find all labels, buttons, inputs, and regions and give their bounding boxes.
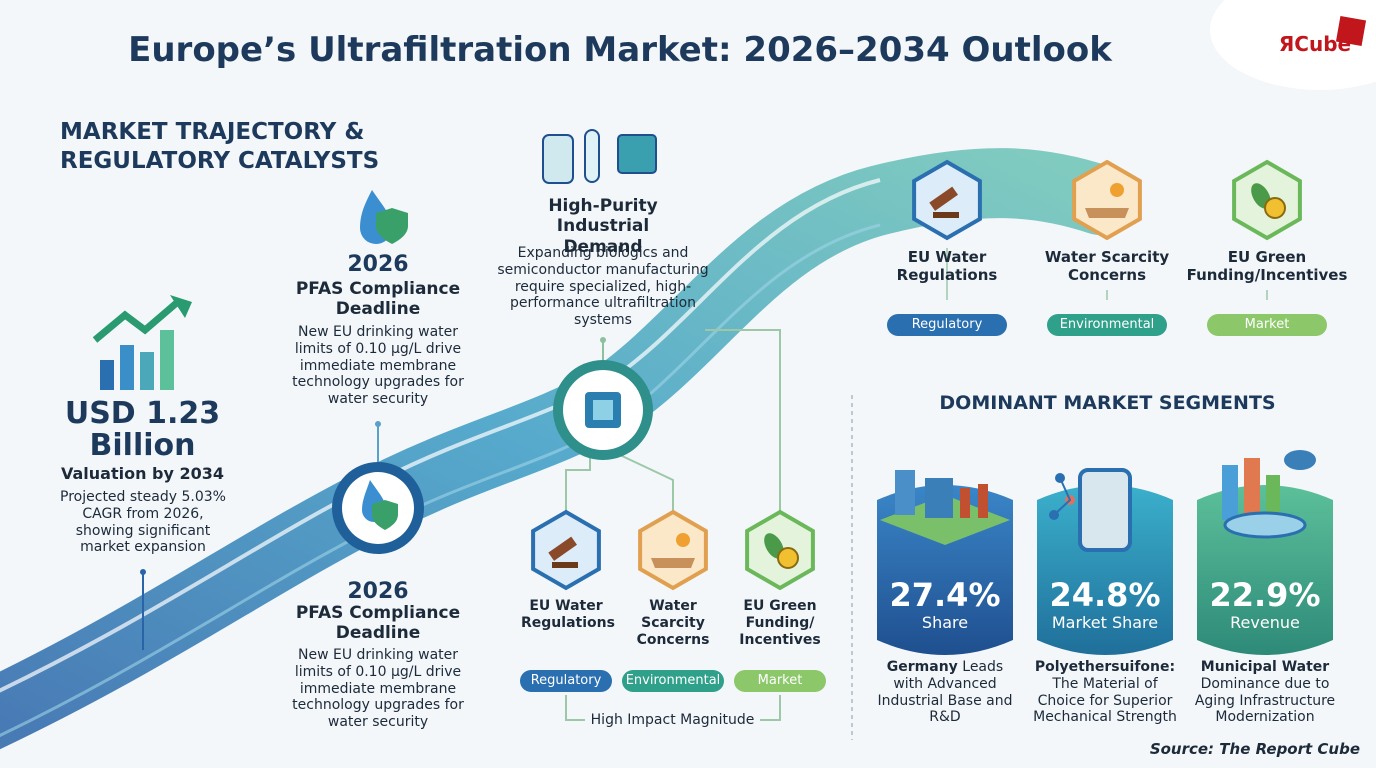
- segment-desc: Municipal Water Dominance due to Aging I…: [1187, 659, 1343, 726]
- segment-desc: Germany Leads with Advanced Industrial B…: [872, 659, 1018, 726]
- connector-dot: [140, 569, 146, 575]
- title: Europe’s Ultrafiltration Market: 2026–20…: [128, 30, 1112, 70]
- driver-label: EU Green Funding/ Incentives: [739, 598, 821, 648]
- segment-metric: Revenue: [1230, 613, 1300, 632]
- milestone-text: Expanding biologics and semiconductor ma…: [497, 245, 709, 329]
- segment-text: Leads with Advanced Industrial Base and …: [877, 659, 1013, 726]
- valuation-text: Projected steady 5.03% CAGR from 2026, s…: [60, 489, 226, 556]
- factory-chimney: [960, 488, 970, 518]
- city-building: [1244, 458, 1260, 520]
- cracked-ground: [651, 558, 695, 568]
- segment-value: 22.9%: [1209, 576, 1321, 614]
- segment-value: 27.4%: [889, 576, 1001, 614]
- driver-hexagon: [1072, 159, 1142, 241]
- connector-dot: [600, 337, 606, 343]
- source: Source: The Report Cube: [1149, 740, 1360, 758]
- driver-label: EU Green Funding/Incentives: [1186, 248, 1348, 284]
- logo-cube: [1335, 15, 1367, 47]
- driver-tag: Environmental: [1047, 314, 1167, 336]
- segment-card: [1037, 485, 1173, 655]
- milestone-text: New EU drinking water limits of 0.10 µg/…: [292, 324, 464, 408]
- driver-label: EU Water Regulations: [896, 248, 998, 284]
- trend-arrow: [92, 297, 183, 343]
- connector-dot: [375, 421, 381, 427]
- chart-bar-icon: [140, 352, 154, 390]
- river-edge: [0, 223, 881, 738]
- driver-links: [565, 329, 781, 512]
- molecule-bond: [1053, 477, 1072, 516]
- shield-icon: [376, 208, 408, 244]
- treatment-basin: [1223, 511, 1307, 539]
- segment-metric: Share: [921, 613, 969, 632]
- impact-label: High Impact Magnitude: [590, 712, 755, 728]
- chart-bar-icon: [160, 330, 174, 390]
- gavel-base: [933, 212, 959, 218]
- segment-name: Polyethersuifone:: [1034, 659, 1176, 675]
- driver-tag: Market: [734, 670, 826, 692]
- driver-hexagon: [638, 509, 708, 591]
- driver-label: Water Scarcity Concerns: [636, 598, 710, 648]
- sun-icon: [1110, 183, 1124, 197]
- driver-tag: Market: [1207, 314, 1327, 336]
- chart-bar-icon: [120, 345, 134, 390]
- milestone-title: PFAS Compliance Deadline: [295, 279, 461, 320]
- milestone-year: 2026: [347, 579, 409, 604]
- decoration: [531, 159, 1302, 591]
- chip-core: [593, 400, 613, 420]
- river-highlight: [0, 178, 881, 693]
- milestone-year: 2026: [347, 252, 409, 277]
- chart-bar-icon: [100, 360, 114, 390]
- gavel-base: [552, 562, 578, 568]
- factory-building: [925, 478, 953, 518]
- gavel-icon: [929, 186, 958, 211]
- logo: ЯCube: [1278, 32, 1352, 56]
- tag-links: [946, 248, 1268, 300]
- segment-text: The Material of Choice for Superior Mech…: [1033, 675, 1177, 726]
- segment-metric: Market Share: [1051, 613, 1159, 632]
- gavel-icon: [548, 536, 577, 561]
- segment-name: Germany: [886, 659, 958, 675]
- driver-tag: Environmental: [622, 670, 724, 692]
- segment-text: Dominance due to Aging Infrastructure Mo…: [1194, 675, 1336, 726]
- segment-value: 24.8%: [1049, 576, 1161, 614]
- membrane-cartridge: [1078, 468, 1132, 552]
- vial-icon: [542, 134, 574, 184]
- factory-chimney: [978, 484, 988, 518]
- milestone-title: High-Purity Industrial Demand: [548, 196, 658, 257]
- driver-tag: Regulatory: [520, 670, 612, 692]
- city-building: [1222, 465, 1238, 520]
- segment-desc: Polyethersuifone: The Material of Choice…: [1027, 659, 1183, 726]
- shield-icon: [372, 500, 398, 530]
- cracked-ground: [1085, 208, 1129, 218]
- water-tower: [1284, 450, 1316, 470]
- euro-coin: [777, 547, 799, 569]
- trend-arrow-head: [170, 295, 192, 318]
- euro-coin: [1264, 197, 1286, 219]
- impact-bracket: [565, 695, 781, 721]
- milestone-title: PFAS Compliance Deadline: [295, 603, 461, 644]
- sun-icon: [676, 533, 690, 547]
- segment-name: Municipal Water: [1200, 659, 1330, 675]
- chip-icon: [617, 134, 657, 174]
- factory-building: [895, 470, 915, 515]
- driver-label: Water Scarcity Concerns: [1044, 248, 1170, 284]
- section-heading: MARKET TRAJECTORY & REGULATORY CATALYSTS: [60, 119, 380, 174]
- valuation-amount: USD 1.23 Billion: [64, 396, 221, 463]
- driver-label: EU Water Regulations: [521, 598, 615, 631]
- city-building: [1266, 475, 1280, 520]
- valuation-label: Valuation by 2034: [60, 464, 225, 483]
- driver-tag: Regulatory: [887, 314, 1007, 336]
- segments-heading: DOMINANT MARKET SEGMENTS: [939, 392, 1276, 414]
- tube-icon: [584, 129, 600, 183]
- milestone-text: New EU drinking water limits of 0.10 µg/…: [292, 647, 464, 731]
- logo-backdrop: [1210, 0, 1376, 90]
